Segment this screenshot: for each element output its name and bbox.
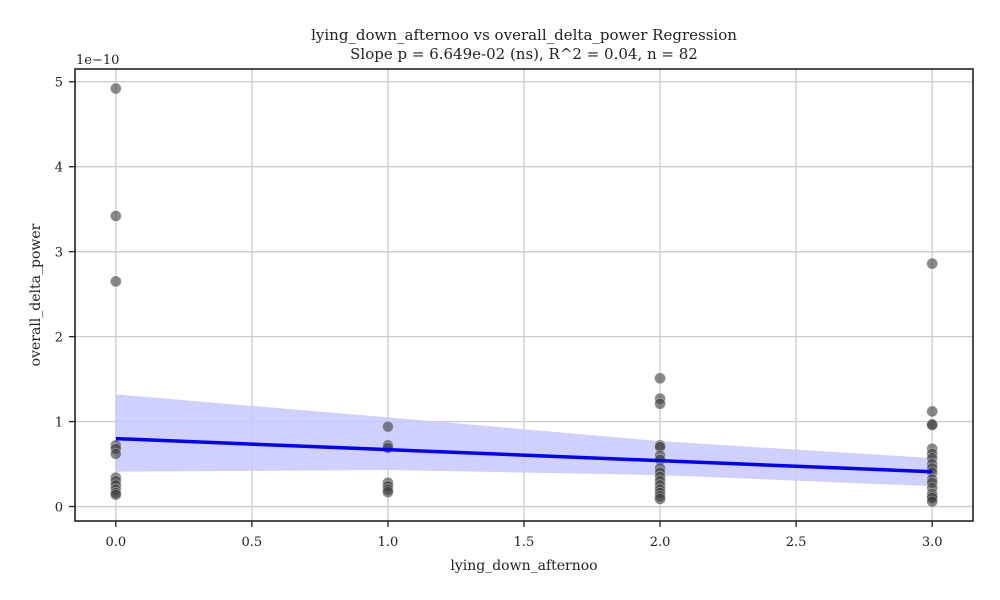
- y-tick-label: 1: [55, 416, 63, 431]
- data-point: [654, 372, 666, 385]
- scatter-points: [110, 82, 938, 508]
- y-tick-label: 5: [55, 76, 63, 91]
- y-axis-label: overall_delta_power: [28, 223, 44, 366]
- data-point: [654, 493, 666, 505]
- x-tick-label: 2.0: [650, 535, 671, 550]
- data-point: [110, 275, 122, 288]
- y-offset-label: 1e−10: [76, 53, 119, 68]
- axis-ticks: 0.0 0.5 1.0 1.5 2.0 2.5 3.0 0 1 2 3 4 5: [55, 76, 943, 550]
- regression-line: [115, 436, 933, 474]
- y-tick-label: 0: [55, 501, 63, 516]
- x-tick-label: 0.5: [242, 535, 263, 550]
- data-point: [926, 419, 938, 431]
- data-point: [382, 486, 394, 498]
- y-tick-label: 4: [55, 161, 63, 176]
- x-tick-label: 2.5: [786, 535, 807, 550]
- grid: [75, 69, 973, 521]
- chart-title: lying_down_afternoo vs overall_delta_pow…: [311, 26, 737, 44]
- x-tick-label: 1.0: [378, 535, 399, 550]
- data-point: [382, 420, 394, 433]
- data-point: [926, 257, 938, 270]
- x-tick-label: 3.0: [922, 535, 943, 550]
- data-point: [110, 210, 122, 222]
- data-point: [926, 495, 938, 508]
- x-tick-label: 1.5: [514, 535, 535, 550]
- data-point: [110, 82, 122, 95]
- y-tick-label: 3: [55, 246, 63, 261]
- data-point: [110, 488, 122, 501]
- x-tick-label: 0.0: [105, 535, 126, 550]
- x-axis-label: lying_down_afternoo: [450, 558, 597, 574]
- data-point: [926, 405, 938, 418]
- y-tick-label: 2: [55, 331, 63, 346]
- data-point: [654, 397, 666, 410]
- regression-line-group: [115, 436, 933, 474]
- chart-subtitle: Slope p = 6.649e-02 (ns), R^2 = 0.04, n …: [350, 45, 698, 63]
- data-point: [110, 448, 122, 460]
